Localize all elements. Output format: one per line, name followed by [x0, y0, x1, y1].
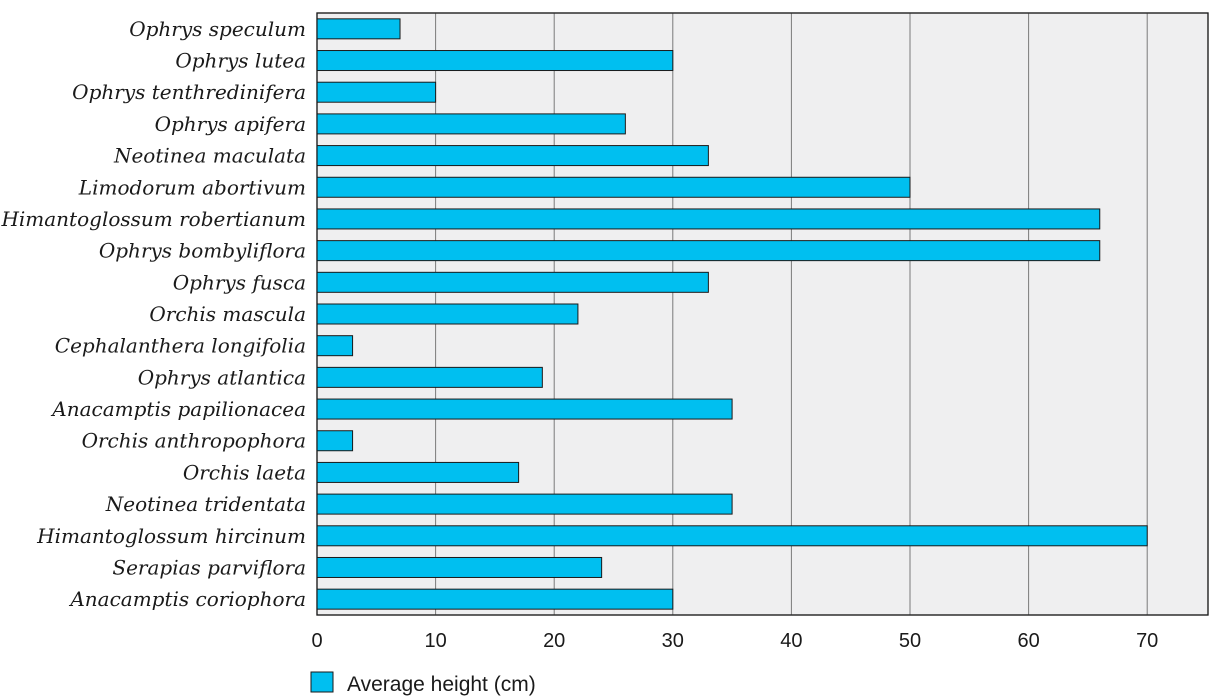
bar — [316, 461, 520, 483]
category-label: Neotinea maculata — [113, 144, 306, 168]
bar — [316, 50, 674, 72]
category-label: Ophrys lutea — [175, 49, 306, 73]
category-label: Orchis mascula — [149, 302, 306, 326]
x-tick-label: 0 — [311, 630, 322, 652]
legend-swatch — [310, 671, 334, 693]
category-label: Limodorum abortivum — [78, 175, 306, 199]
bar — [316, 335, 354, 357]
bar — [316, 271, 709, 293]
x-tick-label: 70 — [1136, 630, 1158, 652]
category-label: Anacamptis coriophora — [68, 587, 306, 611]
category-label: Anacamptis papilionacea — [50, 397, 306, 421]
bar — [316, 556, 603, 578]
bar — [316, 493, 733, 515]
category-label: Cephalanthera longifolia — [55, 334, 306, 358]
category-label: Orchis anthropophora — [82, 429, 306, 453]
category-label: Ophrys tenthredinifera — [72, 80, 306, 104]
bar — [316, 18, 401, 40]
x-tick-label: 60 — [1017, 630, 1039, 652]
x-tick-label: 30 — [662, 630, 684, 652]
legend: Average height (cm) — [310, 671, 536, 696]
category-label: Himantoglossum robertianum — [0, 207, 306, 231]
category-label: Serapias parviflora — [112, 555, 306, 579]
bar — [316, 366, 543, 388]
x-tick-label: 40 — [780, 630, 802, 652]
bar — [316, 113, 626, 135]
category-label: Ophrys speculum — [129, 17, 306, 41]
bar — [316, 430, 354, 452]
category-label: Ophrys apifera — [155, 112, 306, 136]
bar — [316, 145, 709, 167]
bar — [316, 81, 437, 103]
x-tick-label: 10 — [424, 630, 446, 652]
category-label: Ophrys fusca — [173, 270, 306, 294]
bar — [316, 525, 1148, 547]
category-label: Himantoglossum hircinum — [36, 524, 306, 548]
x-tick-label: 50 — [899, 630, 921, 652]
category-label: Ophrys bombyliflora — [99, 239, 306, 263]
category-label: Ophrys atlantica — [138, 365, 306, 389]
bar — [316, 588, 674, 610]
bar — [316, 303, 579, 325]
bar — [316, 176, 911, 198]
bar — [316, 240, 1101, 262]
category-label: Neotinea tridentata — [105, 492, 306, 516]
plot-border — [316, 12, 1209, 616]
legend-label: Average height (cm) — [347, 673, 536, 696]
x-tick-label: 20 — [543, 630, 565, 652]
category-label: Orchis laeta — [183, 460, 306, 484]
bar — [316, 208, 1101, 230]
bar — [316, 398, 733, 420]
